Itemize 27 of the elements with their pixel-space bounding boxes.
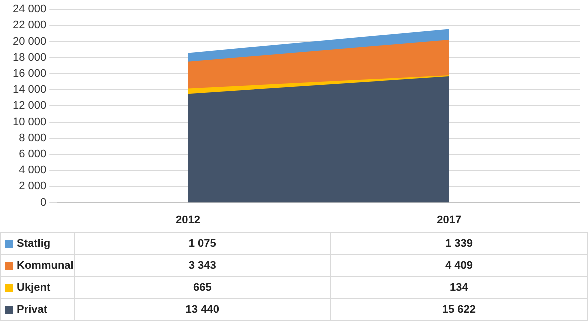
data-label: 1 339 <box>330 232 588 254</box>
data-label: 15 622 <box>330 298 588 320</box>
y-tick-label: 6 000 <box>19 148 47 161</box>
y-tick-label: 24 000 <box>12 4 47 16</box>
y-tick-label: 4 000 <box>19 164 47 177</box>
data-label: 1 075 <box>74 232 331 254</box>
y-tick-label: 18 000 <box>12 52 47 64</box>
legend-label: Kommunal <box>0 254 74 276</box>
y-tick-label: 10 000 <box>12 116 47 128</box>
x-tick-label: 2017 <box>437 214 462 226</box>
y-tick-label: 14 000 <box>12 84 47 96</box>
y-tick-label: 12 000 <box>12 100 47 112</box>
data-label: 3 343 <box>74 254 331 276</box>
y-tick-label: 0 <box>40 196 47 209</box>
data-label: 4 409 <box>330 254 588 276</box>
y-tick-label: 22 000 <box>12 20 47 32</box>
data-label: 665 <box>74 276 331 298</box>
y-tick-label: 8 000 <box>19 132 47 144</box>
data-label: 134 <box>330 276 588 298</box>
legend-label: Privat <box>0 298 74 320</box>
y-tick-label: 2 000 <box>19 180 47 193</box>
y-tick-label: 16 000 <box>12 68 47 80</box>
legend-label: Statlig <box>0 232 74 254</box>
data-label: 13 440 <box>74 298 331 320</box>
y-tick-label: 20 000 <box>12 36 47 48</box>
x-tick-label: 2012 <box>176 214 200 226</box>
legend-label: Ukjent <box>0 276 74 298</box>
